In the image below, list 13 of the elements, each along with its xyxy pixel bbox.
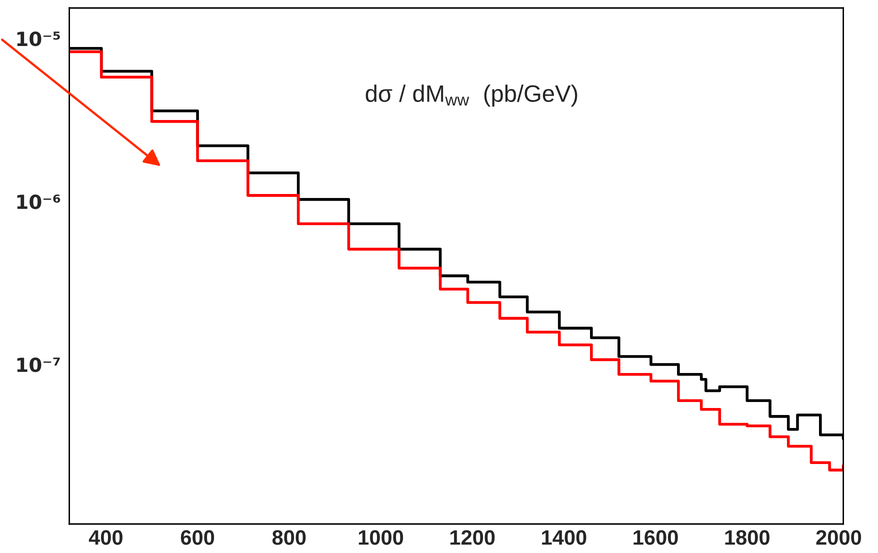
x-tick-label: 1800: [725, 530, 770, 545]
y-tick-label: 10⁻⁷: [17, 357, 60, 372]
x-tick-label: 2000: [816, 530, 862, 545]
x-tick-label: 1600: [634, 530, 678, 545]
x-tick-label: 400: [88, 530, 122, 545]
text: dσ / dM$_{ww}$ (pb/GeV): [366, 84, 578, 107]
x-tick-label: 1400: [542, 530, 586, 545]
x-tick-label: 600: [180, 530, 214, 545]
y-tick-label: 10⁻⁵: [17, 32, 60, 46]
y-tick-label: 10⁻⁶: [17, 194, 60, 210]
x-tick-label: 800: [272, 530, 306, 545]
x-tick-label: 1200: [450, 530, 495, 545]
x-tick-label: 1000: [358, 530, 404, 545]
